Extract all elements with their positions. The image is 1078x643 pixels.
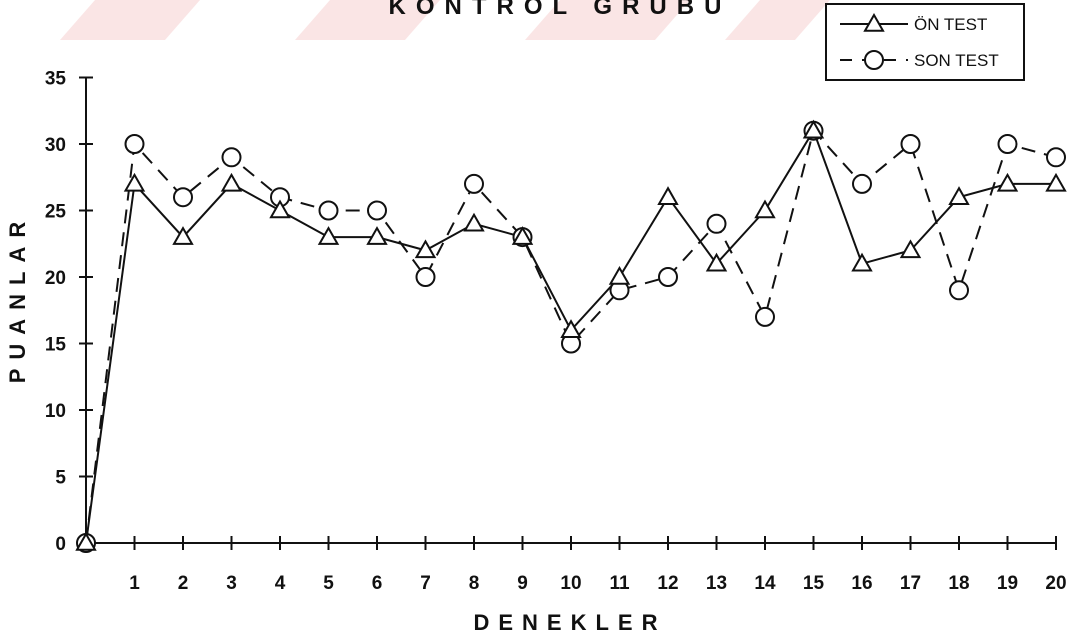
x-tick-label: 7 <box>420 573 431 594</box>
title-band-stripe <box>525 0 690 40</box>
y-tick-label: 0 <box>55 534 66 555</box>
data-point-triangle <box>802 119 825 139</box>
x-tick-label: 14 <box>754 573 776 594</box>
data-point-triangle <box>560 319 582 338</box>
x-tick-label: 13 <box>706 573 727 594</box>
data-point-triangle <box>1045 172 1067 192</box>
x-tick-label: 16 <box>851 573 872 594</box>
data-point-triangle <box>366 226 388 245</box>
data-point-triangle <box>463 212 485 232</box>
legend-triangle-marker <box>863 12 885 32</box>
data-point-triangle <box>317 226 340 245</box>
data-point-triangle <box>172 226 194 245</box>
data-point-circle <box>706 213 727 234</box>
data-point-circle <box>900 134 921 154</box>
x-tick-label: 15 <box>803 573 825 594</box>
series-markers-on-test <box>75 119 1067 551</box>
legend-label: SON TEST <box>914 51 999 70</box>
data-point-circle <box>367 200 387 221</box>
data-point-triangle <box>220 172 243 192</box>
legend-box <box>825 3 1025 81</box>
y-axis-ticks: 0 5 10 15 20 25 30 35 <box>45 69 93 555</box>
y-tick-label: 30 <box>45 135 66 156</box>
data-point-circle <box>415 267 436 287</box>
x-tick-label: 17 <box>900 573 921 594</box>
x-tick-label: 11 <box>609 573 630 594</box>
y-tick-label: 15 <box>45 335 67 356</box>
legend-entry: ÖN TEST <box>840 12 987 34</box>
x-tick-label: 20 <box>1045 573 1066 594</box>
title-band-stripe <box>60 0 200 40</box>
data-point-triangle <box>754 199 776 219</box>
y-tick-label: 25 <box>45 202 67 223</box>
x-tick-label: 9 <box>517 573 528 594</box>
y-tick-label: 35 <box>45 69 67 90</box>
data-point-circle <box>1046 147 1066 168</box>
x-tick-label: 12 <box>657 573 678 594</box>
x-tick-label: 10 <box>560 573 581 594</box>
legend: ÖN TEST SON TEST <box>825 3 1025 81</box>
data-point-circle <box>997 134 1018 154</box>
x-tick-label: 18 <box>948 573 969 594</box>
data-point-circle <box>124 134 145 154</box>
data-point-triangle <box>511 226 534 245</box>
data-point-circle <box>852 173 872 194</box>
x-tick-label: 4 <box>275 573 286 594</box>
data-point-triangle <box>657 186 679 205</box>
data-point-triangle <box>996 172 1019 192</box>
x-tick-label: 3 <box>226 573 237 594</box>
series-layer <box>75 119 1067 553</box>
data-point-triangle <box>948 186 970 205</box>
data-point-triangle <box>75 531 97 551</box>
title-decoration <box>60 0 830 40</box>
data-point-circle <box>318 200 339 221</box>
data-point-circle <box>658 267 678 287</box>
chart-title: KONTROL GRUBU <box>389 0 732 20</box>
legend-entry: SON TEST <box>840 50 999 70</box>
legend-circle-marker <box>864 50 884 70</box>
x-axis-ticks: 1 2 3 4 5 6 7 8 9 10 11 12 13 14 15 16 17 18 19 20 <box>129 536 1067 594</box>
title-band-stripe <box>295 0 440 40</box>
data-point-triangle <box>414 239 437 259</box>
data-point-triangle <box>899 239 922 259</box>
x-tick-label: 5 <box>323 573 334 594</box>
data-point-triangle <box>705 252 728 272</box>
data-point-triangle <box>269 199 291 219</box>
y-tick-label: 5 <box>55 468 66 489</box>
series-line <box>85 128 1057 544</box>
x-tick-label: 1 <box>129 573 140 594</box>
data-point-circle <box>464 173 484 194</box>
data-point-circle <box>173 187 193 208</box>
data-point-triangle <box>123 172 146 192</box>
data-point-triangle <box>851 252 873 272</box>
x-tick-label: 8 <box>469 573 480 594</box>
legend-label: ÖN TEST <box>914 15 987 34</box>
y-tick-label: 10 <box>45 401 66 422</box>
y-axis-title: PUANLAR <box>5 213 30 384</box>
data-point-triangle <box>608 265 631 285</box>
data-point-circle <box>755 306 775 327</box>
title-band-stripe <box>725 0 830 40</box>
x-tick-label: 19 <box>997 573 1018 594</box>
x-tick-label: 2 <box>178 573 189 594</box>
x-axis-title: DENEKLER <box>473 610 666 635</box>
data-point-circle <box>221 147 242 168</box>
series-son-test <box>85 128 1057 544</box>
x-tick-label: 6 <box>372 573 383 594</box>
data-point-circle <box>949 280 969 301</box>
y-tick-label: 20 <box>45 268 66 289</box>
